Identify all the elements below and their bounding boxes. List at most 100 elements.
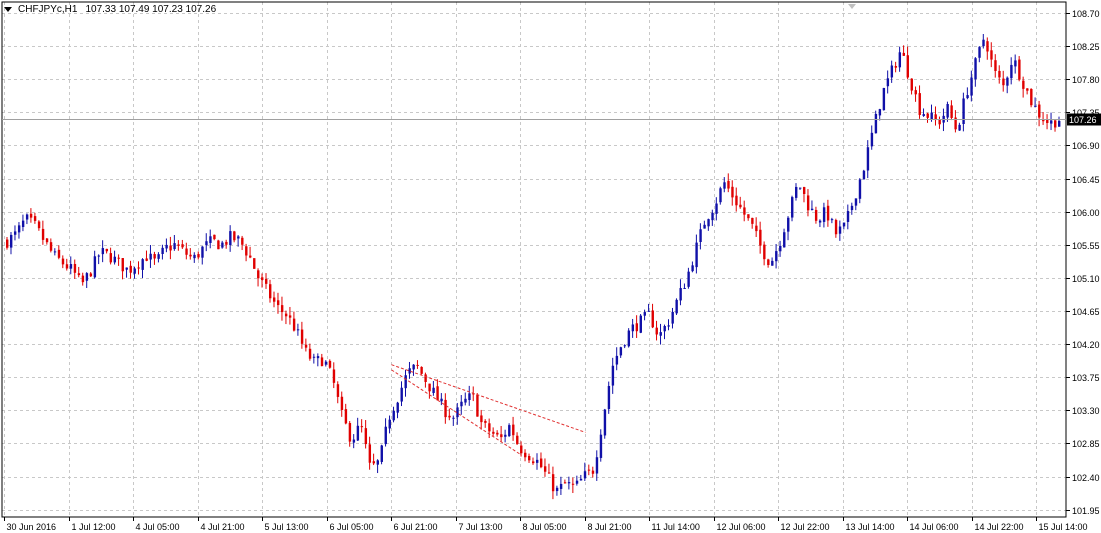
candle-body	[269, 284, 272, 299]
candle-body	[822, 207, 826, 222]
candle-body	[209, 236, 212, 243]
candle	[117, 254, 120, 266]
candle	[743, 200, 746, 222]
candle-body	[197, 254, 200, 258]
trendlines[interactable]	[391, 364, 586, 455]
candle	[583, 462, 587, 481]
candle	[559, 476, 563, 495]
candle-body	[241, 237, 244, 245]
x-tick-label: 14 Jul 06:00	[910, 522, 959, 532]
candle-body	[516, 435, 519, 444]
x-tick-label: 4 Jul 05:00	[136, 522, 180, 532]
candle-body	[237, 236, 240, 239]
candle-body	[663, 325, 666, 332]
candle-body	[101, 248, 105, 255]
candle-body	[332, 369, 336, 383]
candle	[316, 353, 320, 367]
candle-body	[627, 330, 631, 347]
candle-body	[45, 238, 49, 243]
candle-body	[316, 356, 320, 359]
candle	[408, 361, 411, 379]
candle	[488, 418, 491, 439]
candle	[300, 321, 304, 349]
candle	[181, 239, 184, 249]
candle	[29, 208, 33, 223]
candle	[814, 206, 818, 224]
candle	[364, 420, 368, 449]
candle	[563, 479, 567, 484]
candle	[986, 37, 989, 60]
candle	[703, 220, 706, 229]
candle	[822, 202, 826, 228]
candle	[101, 240, 105, 263]
candle-body	[858, 179, 862, 199]
candle	[667, 319, 670, 331]
x-tick-label: 5 Jul 13:00	[265, 522, 309, 532]
candle-body	[173, 243, 176, 250]
trendline[interactable]	[391, 369, 521, 455]
candle	[173, 235, 176, 251]
candle-body	[994, 60, 997, 71]
candle-body	[711, 212, 714, 221]
candle-body	[452, 417, 455, 419]
candle-body	[121, 258, 124, 272]
candle-body	[723, 182, 726, 189]
trendline[interactable]	[391, 364, 586, 433]
candle-body	[29, 213, 33, 218]
candle	[65, 258, 69, 271]
candle-body	[954, 117, 957, 130]
candle	[340, 391, 344, 417]
candle	[862, 169, 866, 180]
candle-body	[894, 66, 898, 68]
candle-body	[328, 360, 332, 368]
candle	[1026, 88, 1029, 95]
candle	[412, 364, 415, 376]
candle-body	[440, 398, 443, 402]
candle	[149, 244, 152, 268]
candle-body	[324, 361, 328, 365]
candle	[922, 108, 925, 117]
candle	[579, 474, 583, 481]
candle	[850, 202, 854, 215]
candle	[695, 234, 698, 274]
candle	[440, 393, 443, 406]
y-tick-label: 105.10	[1072, 274, 1100, 284]
candle	[292, 311, 296, 332]
candle	[775, 244, 778, 269]
candle-body	[372, 461, 376, 464]
candle	[404, 369, 407, 397]
candle	[607, 381, 611, 414]
candle-body	[344, 409, 348, 424]
x-tick-label: 30 Jun 2016	[7, 522, 57, 532]
candle	[177, 240, 180, 251]
candle-body	[280, 305, 284, 313]
candle-body	[153, 254, 156, 259]
candle-body	[1034, 105, 1037, 107]
candle-body	[404, 375, 407, 389]
candle	[802, 186, 806, 203]
candle-body	[125, 267, 128, 270]
candle	[926, 112, 929, 123]
candle	[380, 444, 383, 465]
dropdown-triangle-icon[interactable]	[4, 7, 12, 12]
candle	[1046, 114, 1049, 130]
candle-body	[25, 214, 29, 220]
candle	[587, 464, 591, 476]
candle-body	[300, 329, 304, 344]
candle-body	[978, 47, 981, 58]
candle-body	[539, 458, 543, 468]
candle-body	[898, 52, 902, 68]
candle	[1010, 57, 1013, 85]
candle	[575, 475, 579, 486]
candle-body	[304, 344, 308, 348]
candle-body	[117, 257, 120, 259]
candle	[551, 466, 555, 500]
candle-body	[687, 271, 690, 287]
candle-body	[524, 452, 527, 458]
candle	[73, 259, 77, 279]
x-tick-label: 6 Jul 05:00	[330, 522, 374, 532]
candle	[492, 427, 495, 436]
candle	[970, 70, 973, 102]
